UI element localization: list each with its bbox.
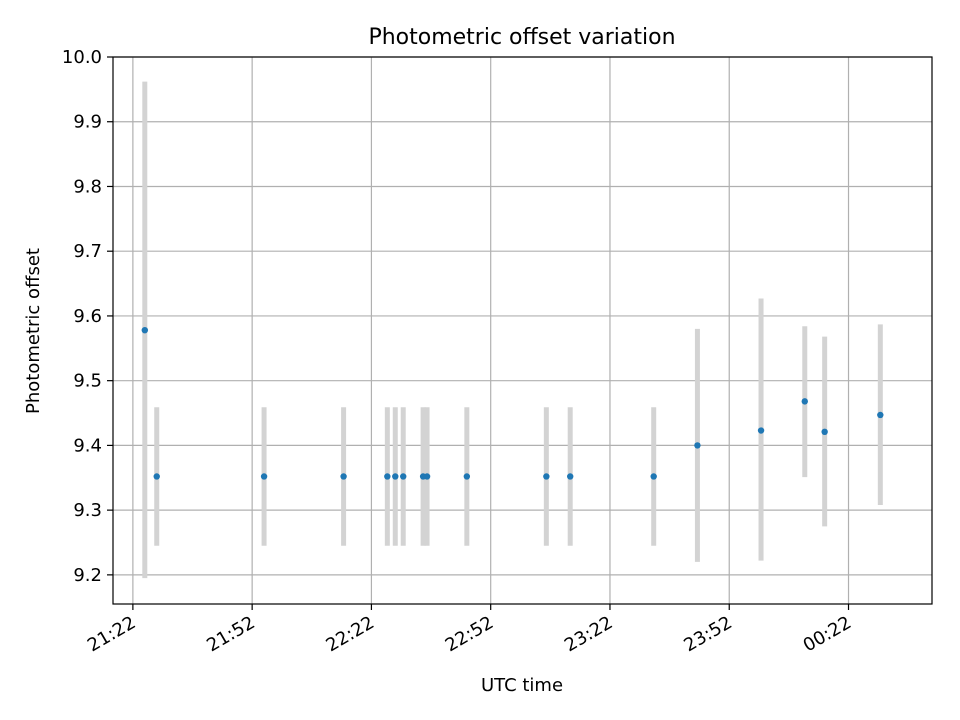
data-point	[392, 473, 399, 480]
y-tick-label: 9.5	[73, 371, 102, 392]
y-tick-label: 10.0	[62, 47, 102, 68]
data-point	[384, 473, 391, 480]
data-point	[567, 473, 574, 480]
plot-area	[112, 56, 933, 605]
y-tick-label: 9.9	[73, 112, 102, 133]
data-point	[757, 427, 765, 434]
data-point	[821, 428, 828, 436]
y-tick-label: 9.3	[73, 500, 102, 521]
data-point	[543, 473, 550, 480]
data-points	[141, 326, 884, 480]
data-point	[153, 473, 160, 480]
data-point	[260, 473, 268, 480]
y-tick-label: 9.8	[73, 176, 102, 197]
data-point	[141, 326, 149, 334]
data-point	[463, 473, 471, 480]
y-axis-label: Photometric offset	[23, 248, 44, 414]
data-point	[400, 473, 407, 480]
y-tick-label: 9.4	[73, 435, 102, 456]
data-point	[650, 473, 657, 480]
y-tick-label: 9.2	[73, 565, 102, 586]
chart-title: Photometric offset variation	[368, 25, 675, 50]
data-point	[423, 473, 431, 480]
data-point	[694, 442, 701, 449]
data-point	[340, 473, 347, 480]
y-tick-label: 9.6	[73, 306, 102, 327]
y-axis-ticks: 9.2 9.3 9.4 9.5 9.6 9.7 9.8 9.9 10.0	[62, 47, 113, 586]
x-axis-label: UTC time	[481, 675, 563, 696]
y-tick-label: 9.7	[73, 241, 102, 262]
data-point	[877, 411, 884, 419]
data-point	[801, 398, 808, 405]
plot-frame	[112, 56, 933, 605]
